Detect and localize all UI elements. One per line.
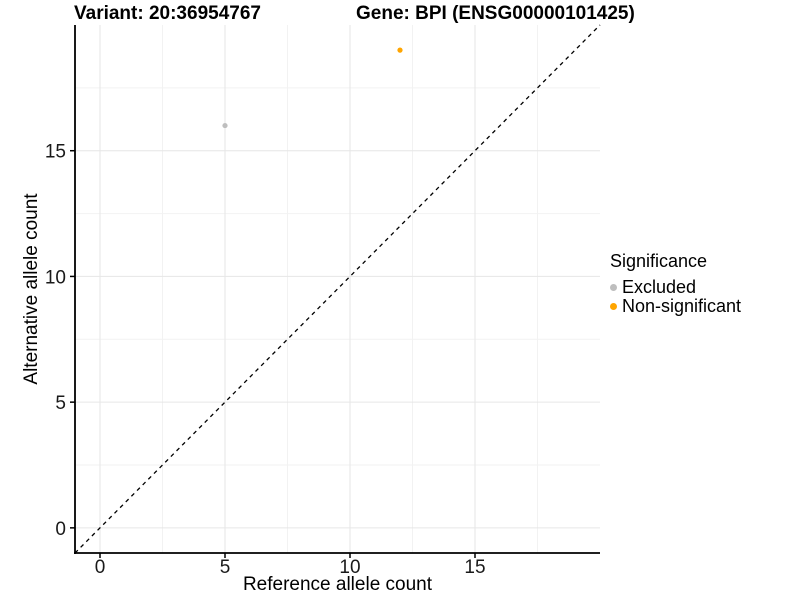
identity-line: [74, 24, 601, 554]
y-tick-label: 15: [45, 142, 66, 163]
y-tick-label: 5: [55, 393, 66, 414]
y-axis-title-text: Alternative allele count: [21, 193, 42, 385]
legend-item-excluded: Excluded: [610, 277, 741, 297]
data-point-non-significant: [397, 47, 403, 53]
legend-key-dot-excluded: [610, 284, 617, 291]
plot-title-gene: Gene: BPI (ENSG00000101425): [356, 3, 635, 24]
data-point-excluded: [222, 122, 228, 129]
x-tick-label: 5: [220, 557, 231, 578]
legend-label-excluded: Excluded: [622, 277, 697, 297]
plot-title-variant: Variant: 20:36954767: [74, 3, 261, 24]
x-tick-label: 0: [95, 557, 106, 578]
x-axis-title: Reference allele count: [242, 574, 433, 595]
legend-label-non-significant: Non-significant: [622, 296, 742, 316]
legend-title: Significance: [610, 251, 708, 271]
x-tick-label: 15: [464, 557, 485, 578]
legend-item-non-significant: Non-significant: [610, 296, 742, 316]
x-tick-label: 10: [339, 557, 360, 578]
y-tick-label: 0: [55, 519, 66, 540]
legend: Significance Excluded Non-significant: [610, 251, 741, 316]
y-tick-label: 10: [45, 267, 66, 288]
legend-items: Excluded Non-significant: [610, 277, 742, 316]
legend-key-dot-non-significant: [610, 303, 617, 310]
